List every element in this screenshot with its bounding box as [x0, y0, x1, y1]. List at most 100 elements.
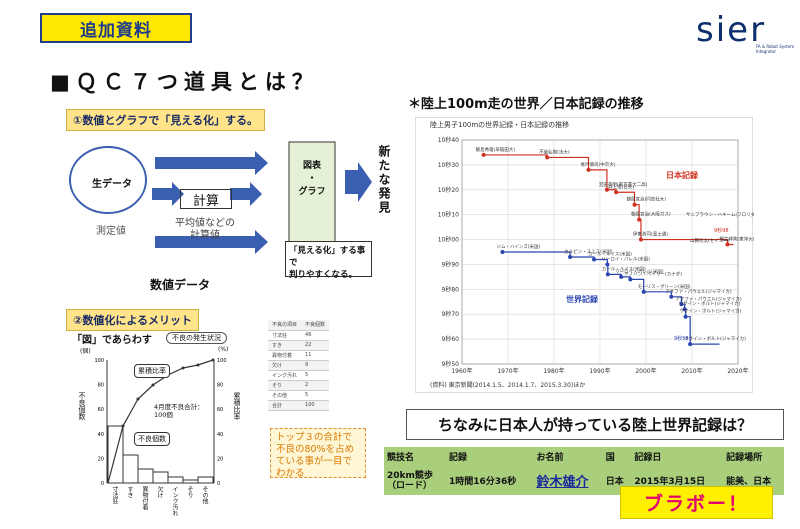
pareto-chart: 100 80 60 40 20 0 100 80 60 40 20 0 — [94, 358, 227, 487]
pareto-category: 寸法狂 — [111, 486, 118, 504]
record-point-label: リーロイ・バレル(米国) — [601, 255, 650, 262]
record-point-label: 不破弘樹(法大) — [539, 148, 570, 155]
record-point-label: ウサイン・ボルト(ジャマイカ) — [684, 335, 746, 342]
chart-box-label: 図表 ・ グラフ — [298, 161, 326, 197]
annotation-998: 9秒98 — [714, 227, 729, 234]
calc-desc-1: 平均値などの — [175, 218, 235, 229]
record-point-label: 朝原宣治(同志社大) — [627, 196, 667, 203]
defect-table-row: 異物付着 11 — [268, 350, 330, 361]
annotation-sani: サニブラウン・ハキーム(フロリダ大) — [686, 211, 754, 218]
calc-arrow — [152, 182, 184, 206]
visualize-callout: 「見える化」する事で 判りやすくなる。 — [285, 241, 372, 280]
record-y-tick: 9秒90 — [442, 260, 460, 268]
unit-right: (%) — [218, 346, 229, 353]
unit-left: (個) — [80, 348, 91, 355]
record-inner-title: 陸上男子100mの世界記録・日本記録の推移 — [430, 121, 570, 129]
pareto-bar — [197, 476, 214, 484]
defect-table-row: その他 5 — [268, 390, 330, 401]
appendix-badge: 追加資料 — [40, 13, 192, 43]
calc-box: 計算 — [180, 189, 232, 209]
defect-table-header: 不良個数 — [301, 320, 330, 331]
defect-table-row: 寸法狂 46 — [268, 330, 330, 341]
defect-table-cell: 11 — [301, 350, 330, 361]
section1-label: ①数値とグラフで「見える化」する。 — [66, 109, 265, 131]
pareto-right-tick: 0 — [217, 481, 220, 487]
record-series-line — [483, 154, 734, 246]
record-point-label: ウサイン・ボルト(ジャマイカ) — [679, 300, 741, 307]
pareto-left-tick: 20 — [98, 456, 104, 462]
pareto-bar — [167, 476, 184, 484]
pareto-left-tick: 40 — [98, 432, 104, 438]
defect-table: 不良の項目 不良個数 寸法狂 46 すき 22 異物付着 11 欠け 9 インク汚れ 5 そり 2 その他 5… — [268, 320, 330, 411]
japan-record-label: 日本記録 — [666, 170, 699, 180]
defect-table-cell: すき — [268, 340, 302, 351]
record-y-tick: 9秒50 — [442, 360, 460, 368]
record-y-tick: 10秒20 — [438, 186, 459, 194]
td-record: 1時間16分36秒 — [448, 477, 517, 488]
pareto-legend: 不良の発生状況 — [166, 332, 227, 344]
top-arrow — [155, 151, 268, 175]
defect-table-row: すき 22 — [268, 340, 330, 351]
defect-table-row: インク汚れ 5 — [268, 370, 330, 381]
record-point-label: カール・ルイス(米国) — [602, 265, 646, 272]
record-point — [605, 262, 610, 267]
record-heading: ＊陸上100m走の世界／日本記録の推移 — [408, 97, 644, 112]
figure-title: 「図」であらわす — [72, 335, 152, 346]
pareto-left-tick: 80 — [98, 383, 104, 389]
record-point-label: ドノバン・ベイリー(カナダ) — [624, 270, 682, 277]
defect-table-cell: 5 — [301, 390, 330, 401]
defect-table-cell: 100 — [301, 400, 330, 411]
record-point — [545, 155, 550, 160]
td-place: 能美、日本 — [726, 477, 772, 488]
record-plot-area — [461, 139, 739, 365]
defect-table-cell: 22 — [301, 340, 330, 351]
record-point — [628, 277, 633, 282]
record-point — [679, 302, 684, 307]
record-point — [632, 202, 637, 207]
top3-note: トップ３の合計で不良の80%を占めている事が一目でわかる — [270, 428, 366, 479]
record-point-label: ジム・ハインズ(米国) — [496, 243, 540, 250]
record-point-label: アサファ・パウエル(ジャマイカ) — [665, 288, 732, 295]
th-country: 国 — [605, 453, 615, 464]
record-point — [619, 274, 624, 279]
record-y-tick: 9秒70 — [442, 310, 460, 318]
record-point — [682, 307, 687, 312]
company-logo: sier FA & Robot System Integrator — [694, 10, 794, 66]
pareto-bar — [137, 468, 154, 484]
pareto-right-tick: 20 — [217, 456, 223, 462]
defect-table-cell: 9 — [301, 360, 330, 371]
record-y-tick: 10秒00 — [438, 236, 459, 244]
record-point — [604, 187, 609, 192]
pareto-left-tick: 0 — [101, 481, 104, 487]
th-place: 記録場所 — [726, 453, 763, 464]
pareto-right-tick: 100 — [217, 358, 227, 364]
raw-data-label: 生データ — [92, 179, 132, 190]
defect-table-cell: 欠け — [268, 360, 302, 371]
record-point-label: アサファ・パウエル(ジャマイカ) — [675, 295, 742, 302]
th-date: 記録日 — [634, 453, 662, 464]
defect-table-cell: 寸法狂 — [268, 330, 302, 341]
measured-label: 測定値 — [96, 226, 126, 237]
th-name: お名前 — [536, 453, 564, 464]
section1-diagram — [69, 141, 372, 254]
record-point-label: カルビン・スミス(米国) — [564, 248, 613, 255]
record-point — [614, 190, 619, 195]
record-point-label: 宮田英明(東京農大二高) — [599, 181, 648, 188]
record-point-label: カール・ルイス(米国) — [588, 250, 632, 257]
th-record: 記録 — [448, 453, 467, 464]
record-y-tick: 10秒10 — [438, 211, 459, 219]
logo-wordmark: sier — [696, 10, 767, 50]
record-chart: 10秒40 10秒30 10秒20 10秒10 10秒00 9秒90 9秒80 9秒70 9秒6… — [438, 136, 762, 375]
page-title: ■ＱＣ７つ道具とは？ — [50, 70, 319, 94]
record-point — [725, 242, 730, 247]
record-point — [481, 152, 486, 157]
td-name: 鈴木雄介 — [536, 475, 589, 491]
record-point — [586, 167, 591, 172]
world-record-label: 世界記録 — [566, 294, 599, 304]
defect-table-cell: 5 — [301, 370, 330, 381]
pareto-category: 欠け — [156, 486, 163, 498]
bottom-arrow — [155, 230, 268, 254]
record-point-label: 伊東浩司(富士通) — [633, 231, 668, 238]
pareto-right-tick: 80 — [217, 383, 223, 389]
record-x-tick: 2010年 — [681, 367, 702, 375]
